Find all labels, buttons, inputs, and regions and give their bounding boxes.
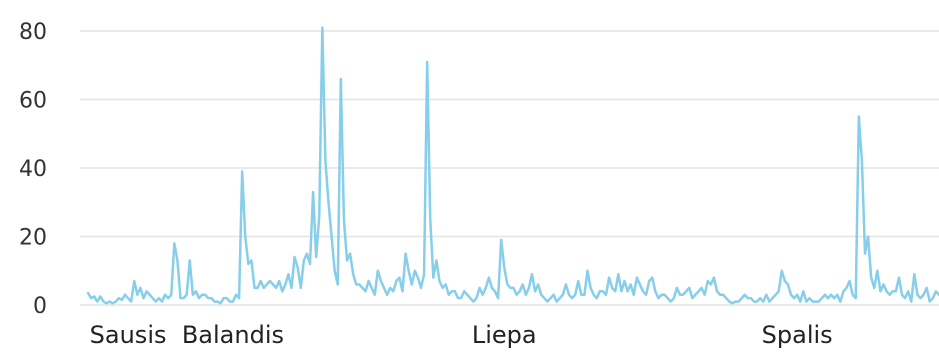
y-tick-label: 0	[33, 294, 47, 319]
series-line	[86, 26, 939, 305]
y-axis-tick-labels: 0 20 40 60 80	[19, 20, 47, 319]
y-tick-label: 40	[19, 157, 47, 182]
x-category-label: Sausis	[90, 321, 167, 349]
x-axis-category-labels: Sausis Balandis Liepa Spalis	[90, 321, 833, 349]
gridlines	[80, 30, 939, 306]
series-group	[86, 26, 939, 305]
x-category-label: Balandis	[182, 321, 284, 349]
y-tick-label: 60	[19, 89, 47, 114]
y-tick-label: 20	[19, 226, 47, 251]
x-category-label: Spalis	[762, 321, 833, 349]
x-category-label: Liepa	[472, 321, 537, 349]
y-tick-label: 80	[19, 20, 47, 45]
